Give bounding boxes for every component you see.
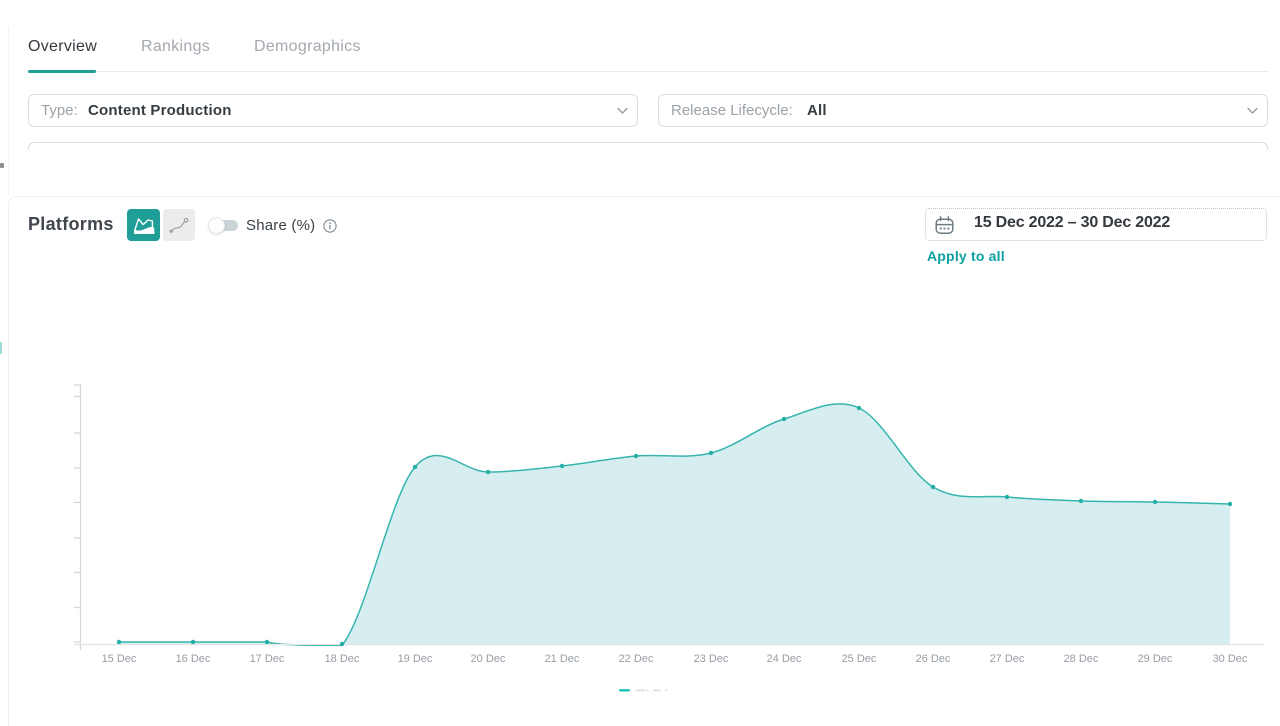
svg-text:19 Dec: 19 Dec <box>398 653 433 665</box>
svg-text:30 Dec: 30 Dec <box>1213 653 1248 665</box>
svg-text:20 Dec: 20 Dec <box>471 653 506 665</box>
svg-text:24 Dec: 24 Dec <box>767 653 802 665</box>
svg-text:21 Dec: 21 Dec <box>545 653 580 665</box>
svg-text:27 Dec: 27 Dec <box>990 653 1025 665</box>
svg-text:25 Dec: 25 Dec <box>842 653 877 665</box>
svg-text:23 Dec: 23 Dec <box>694 653 729 665</box>
svg-text:18 Dec: 18 Dec <box>325 653 360 665</box>
svg-text:22 Dec: 22 Dec <box>619 653 654 665</box>
svg-text:29 Dec: 29 Dec <box>1138 653 1173 665</box>
svg-text:15 Dec: 15 Dec <box>102 653 137 665</box>
svg-text:26 Dec: 26 Dec <box>916 653 951 665</box>
svg-text:17 Dec: 17 Dec <box>250 653 285 665</box>
svg-text:28 Dec: 28 Dec <box>1064 653 1099 665</box>
svg-text:16 Dec: 16 Dec <box>176 653 211 665</box>
